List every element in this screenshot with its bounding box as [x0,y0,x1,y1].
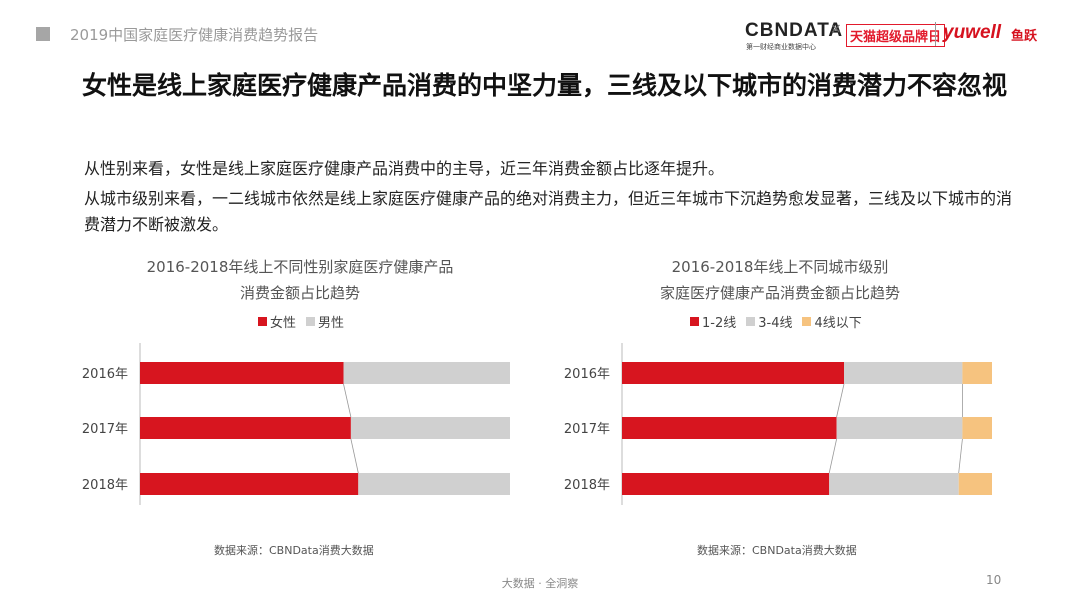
chart-city-title-line1: 2016-2018年线上不同城市级别 [671,258,889,276]
chart-city-connector-line [958,438,963,474]
logo-separator-x: × [830,21,842,37]
cbndata-logo-subtitle: 第一财经商业数据中心 [746,43,816,51]
chart-gender-connector-line [350,438,359,474]
legend-swatch-female [258,317,267,326]
chart-city-title: 2016-2018年线上不同城市级别 家庭医疗健康产品消费金额占比趋势 [580,254,980,306]
chart-gender-connector-line [343,383,352,418]
page-headline: 女性是线上家庭医疗健康产品消费的中坚力量，三线及以下城市的消费潜力不容忽视 [82,71,1008,100]
tmall-logo: 天猫超级品牌日 [846,24,946,47]
header-square-icon [36,27,50,41]
page-number: 10 [986,573,1002,587]
cbndata-logo: CBNDATA [745,20,844,41]
legend-swatch-tier34 [746,317,756,326]
legend-label-female: 女性 [270,316,297,331]
chart-city-category-label: 2017年 [564,422,610,437]
bar-city-series1-row1 [836,417,963,439]
legend-item-below4: 4线以下 [802,312,862,331]
legend-swatch-male [306,317,316,326]
chart-city-connector-line [828,438,837,474]
chart-gender-title: 2016-2018年线上不同性别家庭医疗健康产品 消费金额占比趋势 [100,254,500,306]
legend-label-tier34: 3-4线 [758,316,793,331]
description-city: 从城市级别来看，一二线城市依然是线上家庭医疗健康产品的绝对消费主力，但近三年城市… [84,189,1013,234]
bar-city-series2-row0 [962,362,992,384]
legend-swatch-below4 [802,317,812,326]
bar-gender-series0-row1 [140,417,351,439]
chart-gender-category-label: 2017年 [82,422,128,437]
chart-city-category-label: 2016年 [564,367,610,382]
legend-item-female: 女性 [258,312,296,331]
chart-city-source: 数据来源：CBNData消费大数据 [697,544,857,557]
bar-city-series0-row1 [622,417,837,439]
chart-city-title-line2: 家庭医疗健康产品消费金额占比趋势 [659,284,900,302]
legend-swatch-tier12 [690,317,699,326]
chart-gender-category-label: 2016年 [82,367,128,382]
chart-city-category-label: 2018年 [564,478,610,493]
bar-gender-series0-row0 [140,362,344,384]
bar-city-series2-row2 [958,473,992,495]
legend-item-tier12: 1-2线 [690,312,736,331]
bar-city-series2-row1 [962,417,992,439]
chart-city-connector-line [836,383,845,418]
yuwell-logo: yuwell [943,22,1002,43]
chart-gender-title-line1: 2016-2018年线上不同性别家庭医疗健康产品 [146,258,454,276]
chart-gender-legend: 女性 男性 [258,312,344,331]
chart-gender-category-label: 2018年 [82,478,128,493]
bar-gender-series1-row2 [358,473,510,495]
legend-label-below4: 4线以下 [814,316,862,331]
bar-city-series1-row2 [829,473,959,495]
legend-item-tier34: 3-4线 [746,312,792,331]
bar-city-series0-row2 [622,473,830,495]
bar-city-series0-row0 [622,362,844,384]
yuwell-logo-cn: 鱼跃 [1011,29,1038,44]
bar-gender-series1-row1 [350,417,510,439]
report-title: 2019中国家庭医疗健康消费趋势报告 [70,26,319,44]
description-gender: 从性别来看，女性是线上家庭医疗健康产品消费中的主导，近三年消费金额占比逐年提升。 [84,159,725,178]
chart-city-legend: 1-2线 3-4线 4线以下 [690,312,862,331]
legend-label-male: 男性 [318,316,345,331]
chart-gender-source: 数据来源：CBNData消费大数据 [214,544,374,557]
logo-divider [935,22,936,46]
bar-gender-series0-row2 [140,473,359,495]
legend-item-male: 男性 [306,312,344,331]
bar-gender-series1-row0 [343,362,510,384]
legend-label-tier12: 1-2线 [702,316,737,331]
footer-slogan: 大数据 · 全洞察 [501,577,579,590]
chart-gender-title-line2: 消费金额占比趋势 [239,284,360,302]
bar-city-series1-row0 [844,362,963,384]
